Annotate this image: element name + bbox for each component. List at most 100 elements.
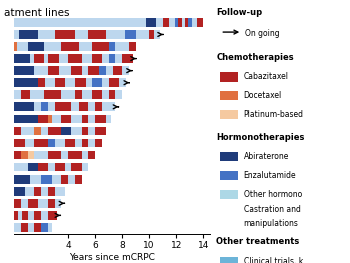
Bar	[68, 54, 82, 63]
Bar	[178, 18, 182, 27]
Bar	[28, 211, 34, 220]
Bar	[21, 151, 28, 159]
Bar	[25, 187, 34, 196]
Bar	[52, 115, 61, 123]
Bar	[182, 18, 185, 27]
Bar	[48, 163, 55, 171]
Bar	[55, 30, 75, 39]
Text: On going: On going	[245, 29, 280, 38]
Bar	[220, 72, 238, 82]
Bar	[220, 190, 238, 199]
Bar	[106, 115, 111, 123]
Bar	[52, 175, 61, 184]
Bar	[188, 18, 193, 27]
Bar	[61, 42, 79, 51]
Bar	[82, 115, 88, 123]
Bar	[71, 115, 82, 123]
Bar	[61, 127, 71, 135]
Bar	[48, 187, 55, 196]
Bar	[38, 199, 48, 208]
Bar	[28, 42, 44, 51]
Bar	[119, 78, 126, 87]
Bar	[163, 18, 169, 27]
Bar	[82, 90, 92, 99]
Bar	[28, 223, 34, 232]
Bar	[88, 151, 95, 159]
Bar	[41, 127, 48, 135]
Bar	[14, 139, 25, 147]
Bar	[106, 30, 125, 39]
Bar	[19, 30, 38, 39]
Bar	[102, 54, 108, 63]
Bar	[14, 66, 34, 75]
Bar	[18, 42, 28, 51]
Bar	[41, 187, 48, 196]
Bar	[75, 175, 82, 184]
Bar	[55, 103, 71, 111]
Text: Hormonotherapies: Hormonotherapies	[216, 133, 304, 141]
Bar	[82, 54, 92, 63]
Text: Follow-up: Follow-up	[216, 8, 262, 17]
Bar	[34, 223, 41, 232]
Bar	[79, 42, 92, 51]
Bar	[14, 211, 18, 220]
Bar	[48, 211, 57, 220]
Bar	[14, 30, 19, 39]
Bar	[113, 66, 122, 75]
Bar	[34, 139, 48, 147]
Bar	[102, 78, 108, 87]
Bar	[220, 171, 238, 180]
Bar	[169, 18, 175, 27]
Text: Docetaxel: Docetaxel	[244, 91, 282, 100]
Bar	[95, 139, 102, 147]
Bar	[220, 110, 238, 119]
Text: Abiraterone: Abiraterone	[244, 152, 289, 161]
Bar	[108, 42, 116, 51]
Bar	[34, 211, 41, 220]
Bar	[71, 103, 79, 111]
Bar	[71, 66, 82, 75]
Bar	[45, 78, 55, 87]
Bar	[38, 115, 48, 123]
Bar	[58, 54, 68, 63]
Bar	[68, 175, 75, 184]
Bar	[149, 30, 154, 39]
Bar	[30, 175, 41, 184]
Bar	[156, 18, 163, 27]
Bar	[125, 30, 136, 39]
Bar	[34, 66, 48, 75]
Bar	[185, 18, 188, 27]
Bar	[41, 175, 52, 184]
Bar	[102, 90, 108, 99]
Bar	[136, 30, 149, 39]
Bar	[38, 30, 55, 39]
Bar	[129, 42, 136, 51]
Text: Other hormono: Other hormono	[244, 190, 302, 199]
Bar	[55, 199, 61, 208]
Bar	[14, 175, 30, 184]
Bar	[14, 127, 21, 135]
Text: Castration and: Castration and	[244, 205, 300, 214]
Bar	[197, 18, 203, 27]
Bar	[14, 199, 21, 208]
Bar	[92, 78, 102, 87]
Bar	[82, 139, 88, 147]
Bar	[38, 78, 45, 87]
Text: Chemotherapies: Chemotherapies	[216, 53, 294, 62]
Bar	[116, 42, 129, 51]
Bar	[30, 54, 34, 63]
Bar	[106, 66, 113, 75]
Bar	[95, 115, 106, 123]
Bar	[48, 54, 58, 63]
Bar	[75, 30, 88, 39]
Text: Platinum-based: Platinum-based	[244, 110, 303, 119]
Bar	[82, 163, 88, 171]
Bar	[75, 90, 82, 99]
Bar	[21, 127, 34, 135]
Bar	[102, 103, 116, 111]
Bar	[34, 151, 48, 159]
Bar	[75, 139, 82, 147]
Bar	[108, 54, 116, 63]
Bar	[88, 139, 95, 147]
Bar	[95, 127, 106, 135]
